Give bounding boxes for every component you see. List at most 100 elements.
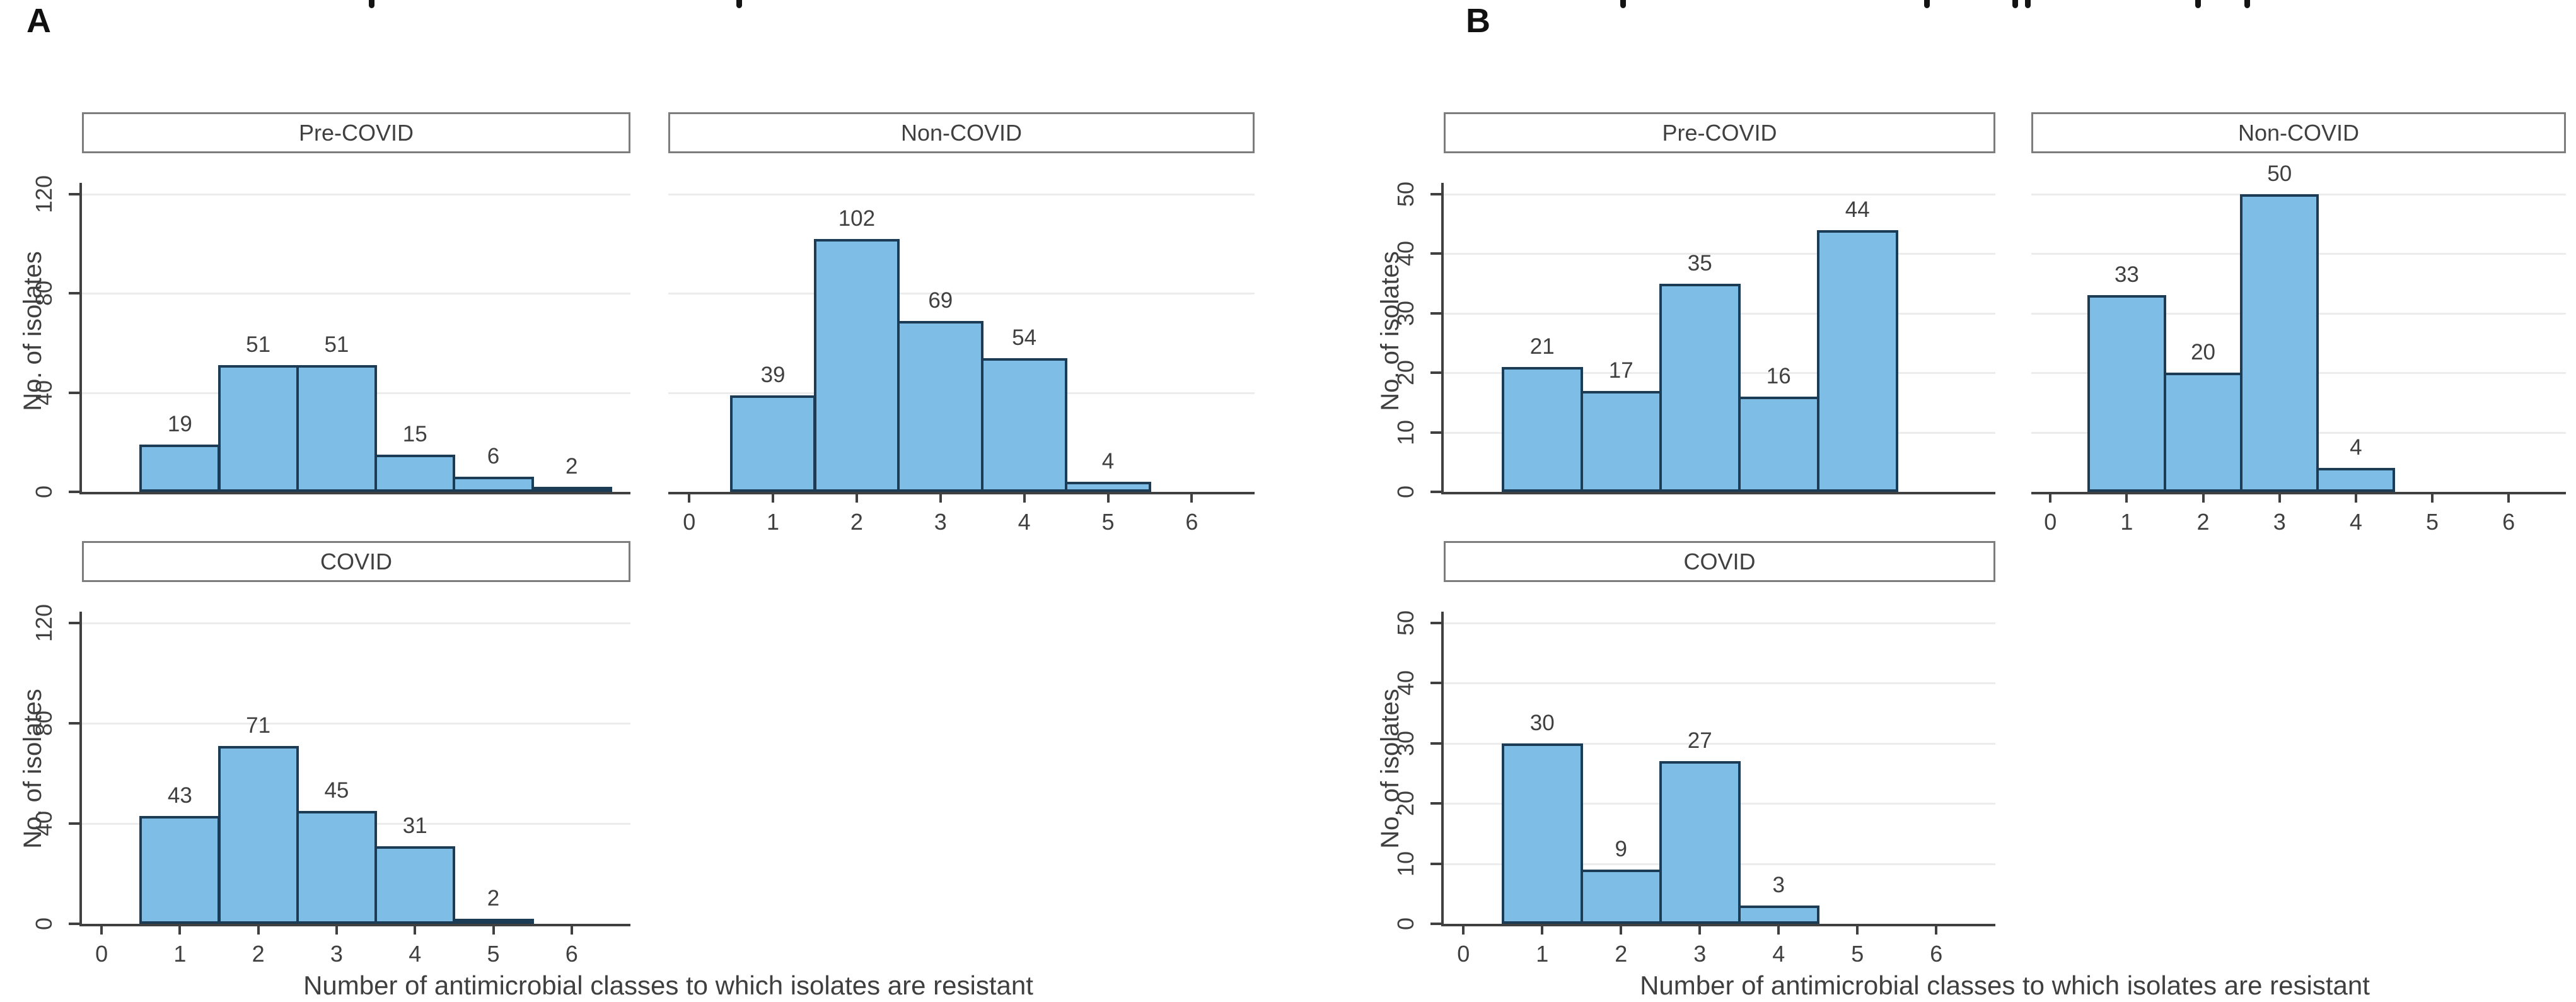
y-tick-mark bbox=[69, 292, 79, 295]
y-tick-mark bbox=[1430, 802, 1441, 805]
subplot-a-covid: COVID 43 71 45 31 2 0 40 80 120 0 1 2 3 4 5 6 bbox=[31, 541, 630, 965]
subplot-b-covid: COVID 30 9 27 3 0 10 20 30 40 50 0 1 2 3 4 5 6 bbox=[1393, 541, 1995, 965]
subplot-title: COVID bbox=[320, 548, 392, 574]
histogram-bar bbox=[1501, 743, 1583, 924]
x-tick-mark bbox=[688, 492, 691, 503]
bar-value-label: 2 bbox=[487, 886, 500, 911]
cropped-text-fragment bbox=[1924, 0, 1930, 8]
histogram-bar bbox=[453, 477, 534, 492]
x-tick-mark bbox=[1106, 492, 1110, 503]
histogram-bar bbox=[218, 745, 299, 924]
subplot-title: Non-COVID bbox=[2237, 119, 2360, 146]
gridline bbox=[1444, 742, 1995, 745]
histogram-bar bbox=[296, 811, 378, 924]
panel-a-label: A bbox=[26, 2, 51, 40]
x-tick-mark bbox=[2431, 492, 2434, 503]
x-tick-mark bbox=[414, 924, 417, 935]
y-tick-label: 40 bbox=[31, 380, 57, 405]
histogram-bar bbox=[1738, 906, 1819, 924]
x-tick-mark bbox=[1023, 492, 1026, 503]
x-tick-label: 3 bbox=[934, 509, 947, 535]
y-tick-mark bbox=[69, 391, 79, 394]
y-tick-mark bbox=[1430, 312, 1441, 315]
bar-value-label: 43 bbox=[167, 783, 192, 808]
y-tick-label: 20 bbox=[1393, 791, 1419, 817]
y-tick-mark bbox=[1430, 193, 1441, 195]
gridline bbox=[82, 622, 630, 624]
y-tick-mark bbox=[1430, 491, 1441, 493]
histogram-bar bbox=[139, 445, 221, 492]
bar-value-label: 51 bbox=[324, 332, 349, 358]
x-tick-mark bbox=[1190, 492, 1193, 503]
y-tick-label: 40 bbox=[1393, 241, 1419, 267]
y-tick-mark bbox=[1430, 742, 1441, 745]
x-tick-mark bbox=[1856, 924, 1859, 935]
histogram-bar bbox=[1659, 761, 1741, 924]
gridline bbox=[82, 194, 630, 195]
subplot-title: Non-COVID bbox=[900, 119, 1023, 146]
x-tick-label: 1 bbox=[173, 941, 187, 967]
x-tick-label: 5 bbox=[1101, 509, 1115, 535]
y-tick-label: 20 bbox=[1393, 360, 1419, 386]
x-tick-mark bbox=[2125, 492, 2128, 503]
x-tick-mark bbox=[178, 924, 182, 935]
cropped-text-fragment bbox=[736, 0, 742, 8]
x-tick-label: 0 bbox=[2044, 509, 2057, 535]
y-tick-label: 30 bbox=[1393, 730, 1419, 756]
subplot-title-box: Non-COVID bbox=[668, 112, 1255, 153]
histogram-bar bbox=[2087, 295, 2166, 492]
subplot-title-box: COVID bbox=[1444, 541, 1995, 582]
x-tick-label: 5 bbox=[2425, 509, 2439, 535]
bar-value-label: 102 bbox=[838, 206, 876, 231]
bar-value-label: 27 bbox=[1687, 728, 1712, 754]
y-tick-label: 40 bbox=[1393, 670, 1419, 696]
histogram-bar bbox=[1659, 283, 1741, 492]
gridline bbox=[668, 293, 1255, 295]
bar-value-label: 2 bbox=[566, 454, 578, 479]
gridline bbox=[668, 194, 1255, 195]
plot-area: 33 20 50 4 0 1 2 3 4 5 6 bbox=[2031, 163, 2566, 533]
x-tick-mark bbox=[1541, 924, 1544, 935]
histogram-bar bbox=[1580, 870, 1662, 924]
bar-value-label: 35 bbox=[1687, 250, 1712, 276]
plot-area: 30 9 27 3 0 10 20 30 40 50 0 1 2 3 4 5 6 bbox=[1393, 610, 1995, 965]
x-tick-mark bbox=[772, 492, 775, 503]
histogram-bar bbox=[1501, 366, 1583, 492]
x-tick-label: 5 bbox=[487, 941, 500, 967]
histogram-bar bbox=[1065, 482, 1151, 492]
bar-value-label: 9 bbox=[1615, 837, 1627, 862]
histogram-bar bbox=[2164, 373, 2243, 492]
y-tick-label: 10 bbox=[1393, 851, 1419, 877]
x-tick-mark bbox=[100, 924, 103, 935]
plot-area: 21 17 35 16 44 0 10 20 30 40 50 bbox=[1393, 182, 1995, 498]
plot-area: 39 102 69 54 4 0 1 2 3 4 5 6 bbox=[668, 183, 1255, 533]
x-tick-mark bbox=[570, 924, 573, 935]
x-tick-label: 2 bbox=[252, 941, 265, 967]
y-tick-mark bbox=[1430, 682, 1441, 685]
y-tick-label: 50 bbox=[1393, 610, 1419, 636]
y-tick-label: 40 bbox=[31, 810, 57, 837]
plot-area: 43 71 45 31 2 0 40 80 120 0 1 2 3 4 5 6 bbox=[31, 604, 630, 965]
y-axis-title: No. of isolates bbox=[19, 251, 47, 411]
x-tick-label: 3 bbox=[2273, 509, 2286, 535]
histogram-bar bbox=[981, 358, 1068, 492]
x-tick-label: 0 bbox=[1457, 941, 1470, 967]
subplot-b-non-covid: Non-COVID 33 20 50 4 0 1 2 3 4 5 6 bbox=[2031, 112, 2566, 533]
bar-value-label: 15 bbox=[402, 422, 427, 446]
x-tick-label: 0 bbox=[95, 941, 108, 967]
x-tick-label: 2 bbox=[1615, 941, 1628, 967]
histogram-bar bbox=[374, 846, 456, 924]
histogram-bar bbox=[1738, 396, 1819, 492]
histogram-bar bbox=[2240, 194, 2319, 492]
x-tick-label: 2 bbox=[850, 509, 863, 535]
x-tick-mark bbox=[2202, 492, 2205, 503]
cropped-text-fragment bbox=[2012, 0, 2018, 8]
cropped-text-fragment bbox=[2025, 0, 2031, 8]
x-tick-label: 6 bbox=[2502, 509, 2515, 535]
x-axis-title: Number of antimicrobial classes to which… bbox=[1640, 970, 2370, 1000]
plot-area: 19 51 51 15 6 2 0 40 80 120 bbox=[31, 175, 630, 498]
y-tick-label: 120 bbox=[31, 175, 57, 214]
y-tick-mark bbox=[69, 822, 79, 825]
bar-value-label: 3 bbox=[1772, 873, 1785, 898]
histogram-bar bbox=[453, 919, 534, 924]
